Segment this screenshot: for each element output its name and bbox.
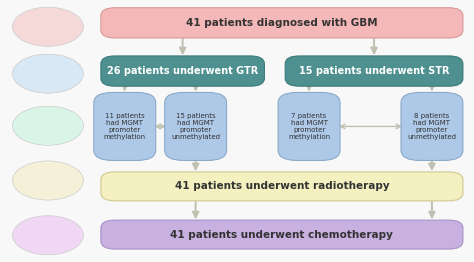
FancyBboxPatch shape <box>101 220 463 249</box>
FancyBboxPatch shape <box>101 56 264 86</box>
Text: 26 patients underwent GTR: 26 patients underwent GTR <box>107 66 258 76</box>
Text: 41 patients underwent chemotherapy: 41 patients underwent chemotherapy <box>171 230 393 239</box>
FancyBboxPatch shape <box>278 92 340 160</box>
Text: 15 patients underwent STR: 15 patients underwent STR <box>299 66 449 76</box>
Text: 15 patients
had MGMT
promoter
unmethylated: 15 patients had MGMT promoter unmethylat… <box>171 113 220 140</box>
FancyBboxPatch shape <box>94 92 156 160</box>
Text: 11 patients
had MGMT
promoter
methylation: 11 patients had MGMT promoter methylatio… <box>104 113 146 140</box>
Text: 7 patients
had MGMT
promoter
methylation: 7 patients had MGMT promoter methylation <box>288 113 330 140</box>
Text: 41 patients underwent radiotherapy: 41 patients underwent radiotherapy <box>174 181 389 191</box>
Circle shape <box>12 161 83 200</box>
Circle shape <box>12 106 83 145</box>
FancyBboxPatch shape <box>101 8 463 38</box>
Circle shape <box>12 216 83 255</box>
Text: 41 patients diagnosed with GBM: 41 patients diagnosed with GBM <box>186 18 378 28</box>
Circle shape <box>12 54 83 93</box>
Circle shape <box>12 7 83 46</box>
FancyBboxPatch shape <box>101 172 463 201</box>
FancyBboxPatch shape <box>285 56 463 86</box>
FancyBboxPatch shape <box>164 92 227 160</box>
FancyBboxPatch shape <box>401 92 463 160</box>
Text: 8 patients
had MGMT
promoter
unmethylated: 8 patients had MGMT promoter unmethylate… <box>408 113 456 140</box>
